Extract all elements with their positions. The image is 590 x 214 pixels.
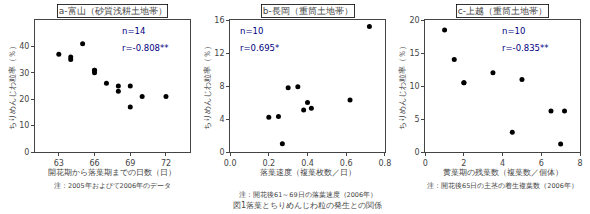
svg-text:ちりめんじわ粒率（％）: ちりめんじわ粒率（％） (398, 42, 407, 130)
svg-text:ちりめんじわ粒率（％）: ちりめんじわ粒率（％） (8, 42, 17, 130)
svg-text:n=14: n=14 (122, 26, 145, 36)
svg-text:4: 4 (219, 115, 224, 124)
svg-text:66: 66 (89, 159, 99, 168)
svg-text:16: 16 (214, 16, 224, 25)
svg-text:6: 6 (539, 159, 544, 168)
svg-text:c-上越（重筒土地帯）: c-上越（重筒土地帯） (458, 6, 547, 16)
svg-text:注：開花後61～69日の落葉速度（2006年）: 注：開花後61～69日の落葉速度（2006年） (239, 191, 377, 199)
svg-text:2: 2 (461, 159, 466, 168)
svg-text:0.6: 0.6 (340, 159, 353, 168)
svg-text:n=10: n=10 (502, 26, 525, 36)
svg-text:n=10: n=10 (240, 26, 263, 36)
svg-text:r=-0.808**: r=-0.808** (122, 43, 169, 53)
svg-text:5: 5 (415, 115, 420, 124)
svg-text:黄葉期の残葉数（複葉数／個体）: 黄葉期の残葉数（複葉数／個体） (443, 168, 563, 177)
svg-text:15: 15 (409, 49, 419, 58)
svg-text:69: 69 (125, 159, 135, 168)
svg-text:20: 20 (409, 16, 419, 25)
svg-text:40: 40 (19, 42, 29, 51)
svg-text:開花期から落葉期までの日数（日）: 開花期から落葉期までの日数（日） (48, 168, 176, 177)
svg-text:72: 72 (161, 159, 171, 168)
svg-text:0.8: 0.8 (379, 159, 392, 168)
svg-text:10: 10 (409, 82, 419, 91)
svg-text:注：開花後65日の主茎の着生複葉数（2006年）: 注：開花後65日の主茎の着生複葉数（2006年） (427, 182, 578, 190)
svg-text:12: 12 (214, 49, 224, 58)
svg-text:4: 4 (500, 159, 505, 168)
svg-text:落葉速度（複葉枚数／日）: 落葉速度（複葉枚数／日） (260, 168, 356, 177)
svg-text:0: 0 (415, 148, 420, 157)
svg-text:0.0: 0.0 (224, 159, 237, 168)
svg-text:20: 20 (19, 95, 29, 104)
svg-text:10: 10 (19, 121, 29, 130)
svg-text:r=-0.835**: r=-0.835** (502, 43, 549, 53)
svg-text:8: 8 (577, 159, 582, 168)
svg-text:0.2: 0.2 (262, 159, 275, 168)
svg-text:0: 0 (423, 159, 428, 168)
svg-text:ちりめんじわ粒率（％）: ちりめんじわ粒率（％） (203, 42, 212, 130)
svg-text:図1落葉とちりめんじわ粒の発生との関係: 図1落葉とちりめんじわ粒の発生との関係 (233, 201, 382, 210)
svg-text:30: 30 (19, 69, 29, 78)
svg-text:0: 0 (24, 148, 29, 157)
svg-text:8: 8 (219, 82, 224, 91)
svg-text:63: 63 (54, 159, 64, 168)
svg-text:a-富山（砂質浅耕土地帯）: a-富山（砂質浅耕土地帯） (59, 6, 167, 16)
svg-text:r=0.695*: r=0.695* (240, 43, 279, 53)
svg-text:注：2005年およびて2006年のデータ: 注：2005年およびて2006年のデータ (54, 182, 171, 190)
svg-text:0.4: 0.4 (301, 159, 314, 168)
svg-text:0: 0 (219, 148, 224, 157)
svg-text:b-長岡（重筒土地帯）: b-長岡（重筒土地帯） (263, 6, 353, 16)
